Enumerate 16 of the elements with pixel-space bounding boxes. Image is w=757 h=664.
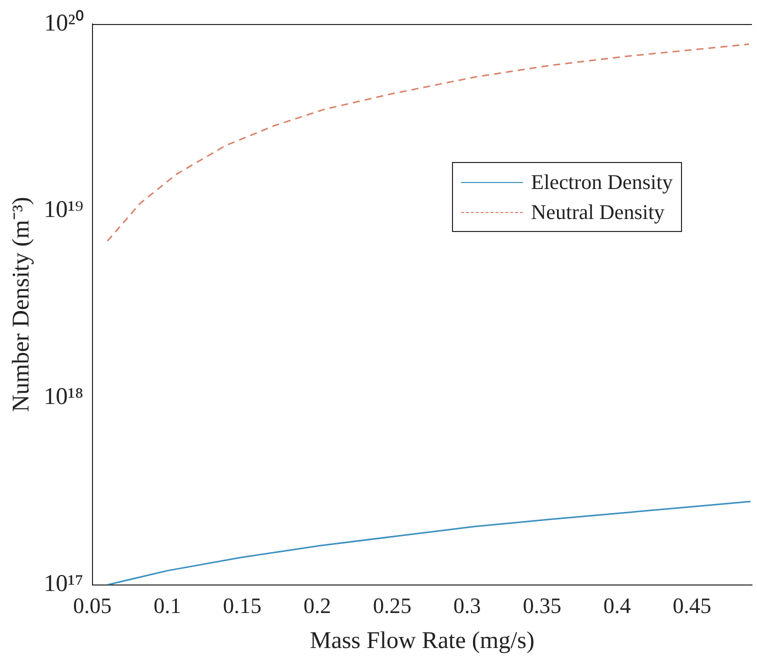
x-tick-label: 0.2 <box>303 592 331 618</box>
x-axis-title: Mass Flow Rate (mg/s) <box>310 628 535 654</box>
x-tick-label: 0.35 <box>522 592 562 618</box>
legend-label: Electron Density <box>531 169 673 196</box>
y-tick-label: 10²⁰ <box>44 9 84 36</box>
y-tick-label: 10¹⁹ <box>44 197 84 224</box>
y-axis-title: Number Density (m⁻³) <box>8 196 35 412</box>
x-tick-label: 0.3 <box>453 592 481 618</box>
x-tick-label: 0.15 <box>223 592 262 618</box>
legend-label: Neutral Density <box>531 199 665 226</box>
x-tick-label: 0.4 <box>603 592 631 618</box>
x-tick-label: 0.45 <box>672 592 712 618</box>
x-tick-label: 0.25 <box>372 592 412 618</box>
line-series <box>106 43 750 242</box>
x-tick-label: 0.1 <box>154 592 182 618</box>
y-tick-label: 10¹⁸ <box>44 384 84 410</box>
